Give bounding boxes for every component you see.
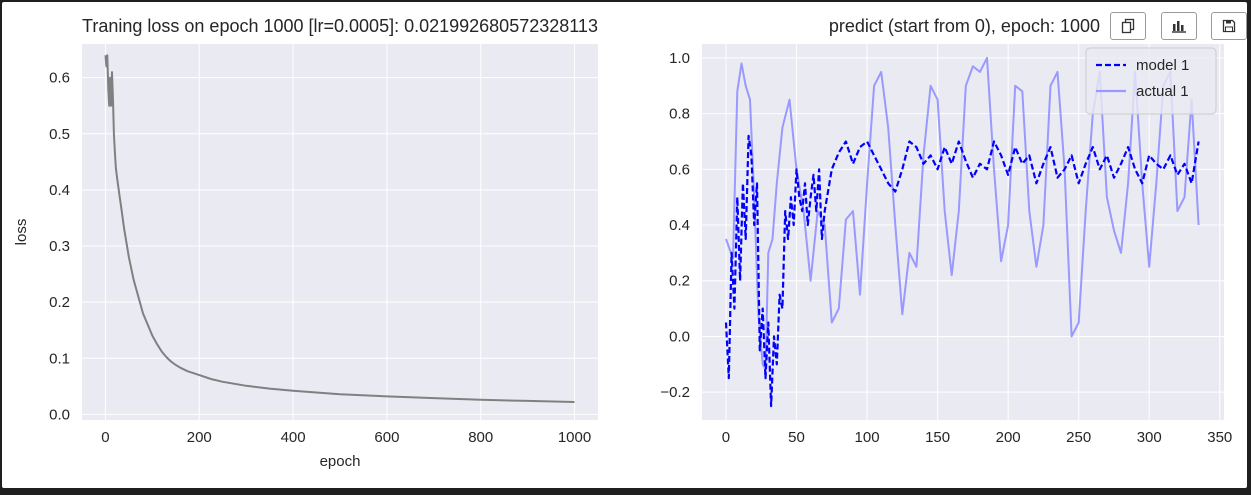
x-tick-label: 1000 — [558, 429, 591, 446]
x-tick-label: 300 — [1137, 429, 1162, 446]
y-tick-label: 0.8 — [669, 106, 690, 123]
legend-label: actual 1 — [1136, 83, 1189, 100]
x-tick-label: 400 — [281, 429, 306, 446]
x-tick-label: 0 — [722, 429, 730, 446]
series-line — [104, 54, 575, 403]
y-tick-label: 0.6 — [49, 70, 70, 87]
bar-chart-icon — [1172, 21, 1186, 33]
y-tick-label: 0.2 — [669, 273, 690, 290]
y-axis-label: loss — [13, 219, 30, 246]
copy-button[interactable] — [1110, 12, 1146, 40]
save-icon — [1222, 19, 1236, 33]
legend: model 1 actual 1 — [1085, 47, 1217, 115]
x-tick-label: 100 — [855, 429, 880, 446]
y-tick-label: 0.6 — [669, 161, 690, 178]
y-tick-label: 1.0 — [669, 50, 690, 67]
prediction-axes: 0 50 100 150 200 250 300 350 −0.2 0.0 0.2 0.4 0.6 0.8… — [660, 16, 1232, 446]
figure-canvas: 0 200 400 600 800 10000.00.10.20.30.40.50.6Tr… — [13, 16, 1232, 470]
save-button[interactable] — [1211, 12, 1247, 40]
x-tick-label: 150 — [925, 429, 950, 446]
x-tick-label: 200 — [996, 429, 1021, 446]
x-axis-label: epoch — [320, 453, 361, 470]
y-tick-label: 0.0 — [669, 328, 690, 345]
y-tick-label: 0.0 — [49, 406, 70, 423]
x-tick-label: 800 — [468, 429, 493, 446]
y-tick-label: 0.3 — [49, 238, 70, 255]
legend-label: model 1 — [1136, 57, 1189, 74]
copy-icon — [1121, 18, 1135, 34]
loss-axes: 0 200 400 600 800 1000 0.0 0.1 0.2 0.3 0.4 0.5 0.6 Tr… — [13, 16, 598, 470]
y-tick-label: 0.1 — [49, 350, 70, 367]
y-tick-label: −0.2 — [660, 384, 690, 401]
plot-area — [82, 44, 598, 420]
x-tick-label: 600 — [374, 429, 399, 446]
y-tick-label: 0.5 — [49, 126, 70, 143]
x-tick-label: 0 — [101, 429, 109, 446]
series-line-actual-1 — [725, 56, 1200, 371]
y-tick-label: 0.4 — [669, 217, 690, 234]
series-line-model-1 — [724, 134, 1200, 408]
x-tick-label: 350 — [1207, 429, 1232, 446]
figure-panel: 0 200 400 600 800 1000 0.0 0.1 0.2 0.3 0.4 0.5 0.6 Tr… — [2, 2, 1247, 488]
x-tick-label: 50 — [788, 429, 805, 446]
x-tick-label: 200 — [187, 429, 212, 446]
y-tick-label: 0.4 — [49, 182, 70, 199]
chart-button[interactable] — [1161, 12, 1197, 40]
chart-title: Traning loss on epoch 1000 [lr=0.0005]: … — [82, 16, 598, 36]
x-tick-label: 250 — [1066, 429, 1091, 446]
y-tick-label: 0.2 — [49, 294, 70, 311]
chart-title: predict (start from 0), epoch: 1000 — [829, 16, 1100, 36]
